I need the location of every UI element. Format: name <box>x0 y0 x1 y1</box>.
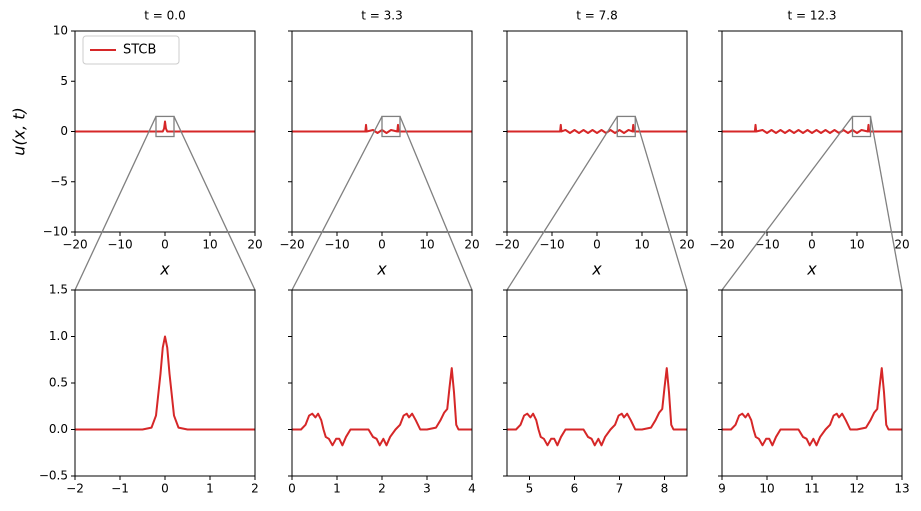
x-tick-label: −20 <box>494 238 519 252</box>
axes-frame <box>291 289 473 477</box>
x-tick-label: 10 <box>759 482 774 496</box>
x-tick-label: 5 <box>526 482 534 496</box>
axes-frame <box>74 30 256 233</box>
x-tick-label: 0 <box>288 482 296 496</box>
y-tick-label: 10 <box>53 24 68 38</box>
zoom-connector <box>634 116 688 291</box>
data-line <box>507 123 687 135</box>
data-line <box>75 335 255 431</box>
zoom-box <box>616 115 636 138</box>
x-axis-label: x <box>591 260 602 279</box>
axes-frame <box>291 30 473 233</box>
y-axis-label: u(x, t) <box>10 107 29 156</box>
zoom-box <box>851 115 872 138</box>
y-tick-label: −0.5 <box>39 469 68 483</box>
x-tick-label: 6 <box>571 482 579 496</box>
data-line <box>722 367 902 447</box>
x-tick-label: 2 <box>251 482 259 496</box>
axes-frame <box>506 30 688 233</box>
x-tick-label: 9 <box>718 482 726 496</box>
zoom-connector <box>74 116 157 291</box>
y-tick-label: −10 <box>43 225 68 239</box>
x-tick-label: 10 <box>634 238 649 252</box>
legend-box <box>82 35 180 65</box>
subplot-title: t = 7.8 <box>576 9 617 23</box>
subplot-title: t = 0.0 <box>144 9 185 23</box>
data-line <box>507 367 687 447</box>
x-tick-label: 10 <box>419 238 434 252</box>
x-tick-label: 11 <box>804 482 819 496</box>
data-line <box>292 367 472 447</box>
x-tick-label: 0 <box>161 482 169 496</box>
x-tick-label: −10 <box>107 238 132 252</box>
zoom-connector <box>173 116 256 291</box>
x-tick-label: −10 <box>539 238 564 252</box>
subplot-title: t = 3.3 <box>361 9 402 23</box>
zoom-connector <box>869 116 903 291</box>
x-tick-label: 8 <box>661 482 669 496</box>
x-tick-label: 2 <box>378 482 386 496</box>
zoom-box <box>155 115 175 138</box>
x-tick-label: 20 <box>894 238 909 252</box>
x-tick-label: 20 <box>464 238 479 252</box>
y-tick-label: 1.5 <box>49 283 68 297</box>
x-tick-label: −10 <box>324 238 349 252</box>
x-tick-label: 7 <box>616 482 624 496</box>
x-tick-label: −1 <box>111 482 129 496</box>
x-tick-label: −20 <box>709 238 734 252</box>
y-tick-label: 0.5 <box>49 376 68 390</box>
x-tick-label: −20 <box>279 238 304 252</box>
x-tick-label: 0 <box>161 238 169 252</box>
x-tick-label: 0 <box>808 238 816 252</box>
x-tick-label: −2 <box>66 482 84 496</box>
zoom-connector <box>721 116 854 291</box>
axes-frame <box>721 289 903 477</box>
zoom-connector <box>291 116 383 291</box>
x-tick-label: 20 <box>679 238 694 252</box>
x-tick-label: 0 <box>378 238 386 252</box>
axes-frame <box>506 289 688 477</box>
zoom-connector <box>506 116 618 291</box>
zoom-connector <box>399 116 473 291</box>
x-tick-label: 1 <box>333 482 341 496</box>
x-tick-label: 10 <box>849 238 864 252</box>
x-tick-label: 1 <box>206 482 214 496</box>
x-axis-label: x <box>376 260 387 279</box>
y-tick-label: 0 <box>60 124 68 138</box>
x-tick-label: 10 <box>202 238 217 252</box>
axes-frame <box>721 30 903 233</box>
data-line <box>75 120 255 133</box>
x-axis-label: x <box>806 260 817 279</box>
y-tick-label: 0.0 <box>49 422 68 436</box>
x-axis-label: x <box>159 260 170 279</box>
x-tick-label: 20 <box>247 238 262 252</box>
x-tick-label: 12 <box>849 482 864 496</box>
x-tick-label: −20 <box>62 238 87 252</box>
x-tick-label: −10 <box>754 238 779 252</box>
subplot-title: t = 12.3 <box>787 9 836 23</box>
y-tick-label: 5 <box>60 74 68 88</box>
x-tick-label: 3 <box>423 482 431 496</box>
data-line <box>722 123 902 135</box>
axes-frame <box>74 289 256 477</box>
x-tick-label: 13 <box>894 482 909 496</box>
zoom-box <box>381 115 401 138</box>
x-tick-label: 0 <box>593 238 601 252</box>
y-tick-label: 1.0 <box>49 329 68 343</box>
legend-label: STCB <box>123 43 156 58</box>
x-tick-label: 4 <box>468 482 476 496</box>
y-tick-label: −5 <box>50 174 68 188</box>
